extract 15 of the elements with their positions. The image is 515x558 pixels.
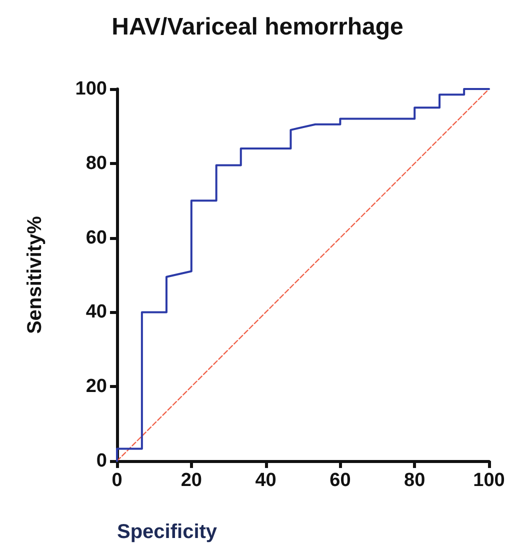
x-tick-label: 20 xyxy=(180,470,202,491)
chart-title: HAV/Variceal hemorrhage xyxy=(112,14,404,40)
y-tick-label: 0 xyxy=(96,450,107,472)
y-tick-label: 80 xyxy=(86,152,107,174)
x-tick-label: 100 xyxy=(473,470,505,491)
x-axis-title: Specificity xyxy=(117,521,218,543)
x-tick-label: 0 xyxy=(112,470,122,491)
y-tick-label: 60 xyxy=(86,227,107,248)
y-tick-label: 20 xyxy=(86,376,107,398)
y-axis-title: Sensitivity% xyxy=(24,216,46,334)
x-tick-label: 40 xyxy=(255,470,276,491)
y-tick-label: 40 xyxy=(86,302,107,323)
x-tick-label: 60 xyxy=(330,470,351,491)
x-tick-label: 80 xyxy=(404,470,426,491)
y-tick-label: 100 xyxy=(75,78,107,100)
